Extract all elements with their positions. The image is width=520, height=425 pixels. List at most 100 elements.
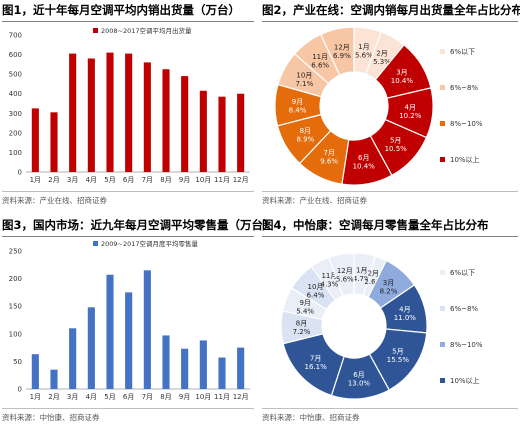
slice-value-label: 8.9% (296, 136, 314, 144)
legend-swatch (440, 85, 445, 90)
legend-swatch (440, 49, 445, 54)
x-tick-label: 11月 (214, 393, 230, 401)
chart-source: 资料来源：产业在线、招商证券 (2, 196, 107, 205)
source-divider (262, 408, 518, 409)
title-divider (262, 236, 518, 237)
slice-label: 4月 (399, 305, 410, 313)
slice-label: 9月 (292, 98, 303, 106)
slice-value-label: 5.6% (355, 51, 373, 59)
bar (50, 369, 58, 389)
bar (87, 58, 95, 172)
slice-value-label: 4.7% (353, 275, 371, 283)
chart-panel-3: 图3，国内市场：近九年每月空调平均零售量（万台） 0 50 100 150 200 250… (2, 215, 275, 425)
legend-label: 8%~10% (450, 120, 483, 128)
title-divider (2, 21, 254, 22)
chart-title: 图1，近十年每月空调平均内销出货量（万台） (2, 3, 240, 17)
bar (69, 328, 77, 389)
chart-panel-1: 图1，近十年每月空调平均内销出货量（万台） 0 100 200 300 400 500 60… (2, 0, 254, 210)
bar (50, 112, 58, 172)
bar (125, 292, 133, 389)
chart-title: 图2，产业在线：空调内销每月出货量全年占比分布 (262, 3, 520, 17)
y-tick-label: 700 (9, 32, 22, 40)
y-tick-label: 50 (13, 358, 22, 366)
slice-label: 7月 (310, 354, 321, 362)
chart-source: 资料来源：中怡康、招商证券 (2, 413, 100, 422)
slice-label: 8月 (300, 127, 311, 135)
legend-label: 10%以上 (450, 376, 480, 385)
slice-label: 1月 (356, 267, 367, 275)
slice-value-label: 10.5% (385, 145, 408, 153)
x-tick-label: 7月 (142, 393, 153, 401)
y-tick-label: 200 (9, 129, 22, 137)
bar (199, 90, 207, 172)
slice-value-label: 10.4% (353, 163, 376, 171)
legend-swatch (440, 157, 445, 162)
chart-title: 图4，中怡康：空调每月零售量全年占比分布 (262, 218, 489, 232)
bar (237, 347, 245, 389)
slice-label: 3月 (396, 69, 407, 77)
y-tick-label: 0 (18, 386, 22, 394)
x-tick-label: 9月 (179, 176, 190, 184)
bar (31, 108, 39, 172)
slice-value-label: 5.6% (336, 275, 354, 283)
title-divider (262, 21, 518, 22)
slice-label: 3月 (383, 279, 394, 287)
slice-label: 10月 (308, 283, 324, 291)
bar (143, 62, 151, 172)
x-tick-label: 1月 (30, 176, 41, 184)
slice-value-label: 5.4% (296, 308, 314, 316)
slice-label: 8月 (296, 319, 307, 327)
bar (181, 76, 189, 172)
bar (69, 53, 77, 172)
bar (106, 52, 114, 172)
slice-label: 7月 (323, 149, 334, 157)
chart-panel-4: 图4，中怡康：空调每月零售量全年占比分布 1月 4.7% 2月 2.6% 3月 8.2% 4… (262, 215, 518, 425)
bar-chart-svg: 0 50 100 150 200 250 1月 2月 3月 4月 5月 6月 7月 8月 9月 10月 11月 1… (9, 239, 250, 401)
bar (218, 357, 226, 389)
slice-value-label: 8.4% (289, 106, 307, 114)
legend-label: 6%以下 (450, 269, 475, 277)
legend-label: 2009~2017空调月度平均零售量 (101, 239, 199, 248)
slice-value-label: 8.2% (380, 287, 398, 295)
bar (125, 53, 133, 172)
slice-label: 5月 (392, 347, 403, 355)
legend-swatch (440, 378, 445, 383)
chart-source: 资料来源：中怡康、招商证券 (262, 413, 360, 422)
slice-value-label: 6.4% (307, 291, 325, 299)
slice-label: 5月 (390, 137, 401, 145)
y-tick-label: 100 (9, 330, 22, 338)
x-tick-label: 5月 (104, 393, 115, 401)
bar (162, 69, 170, 172)
donut-slice (328, 252, 355, 297)
slice-label: 12月 (337, 267, 353, 275)
x-tick-label: 3月 (67, 393, 78, 401)
bar (143, 270, 151, 389)
x-tick-label: 8月 (160, 393, 171, 401)
y-tick-label: 600 (9, 51, 22, 59)
y-tick-label: 250 (9, 248, 22, 256)
slice-value-label: 11.0% (394, 314, 417, 322)
bar-chart-svg: 0 100 200 300 400 500 600 700 1月 2月 3月 4月 5月 6月 7月 8月 9月… (9, 26, 250, 184)
x-tick-label: 7月 (142, 176, 153, 184)
slice-label: 2月 (368, 270, 379, 278)
bar (181, 348, 189, 389)
x-tick-label: 6月 (123, 393, 134, 401)
x-tick-label: 10月 (195, 393, 211, 401)
legend-swatch (440, 306, 445, 311)
source-divider (2, 191, 254, 192)
slice-label: 9月 (299, 299, 310, 307)
x-tick-label: 10月 (195, 176, 211, 184)
bar (106, 274, 114, 389)
donut-slice (319, 26, 355, 76)
slice-label: 6月 (353, 371, 364, 379)
slice-label: 12月 (334, 43, 350, 51)
legend-swatch (440, 121, 445, 126)
y-tick-label: 300 (9, 110, 22, 118)
title-divider (2, 236, 254, 237)
x-tick-label: 2月 (48, 393, 59, 401)
x-tick-label: 8月 (160, 176, 171, 184)
slice-value-label: 7.1% (295, 80, 313, 88)
legend-swatch (440, 342, 445, 347)
legend-label: 10%以上 (450, 155, 480, 164)
